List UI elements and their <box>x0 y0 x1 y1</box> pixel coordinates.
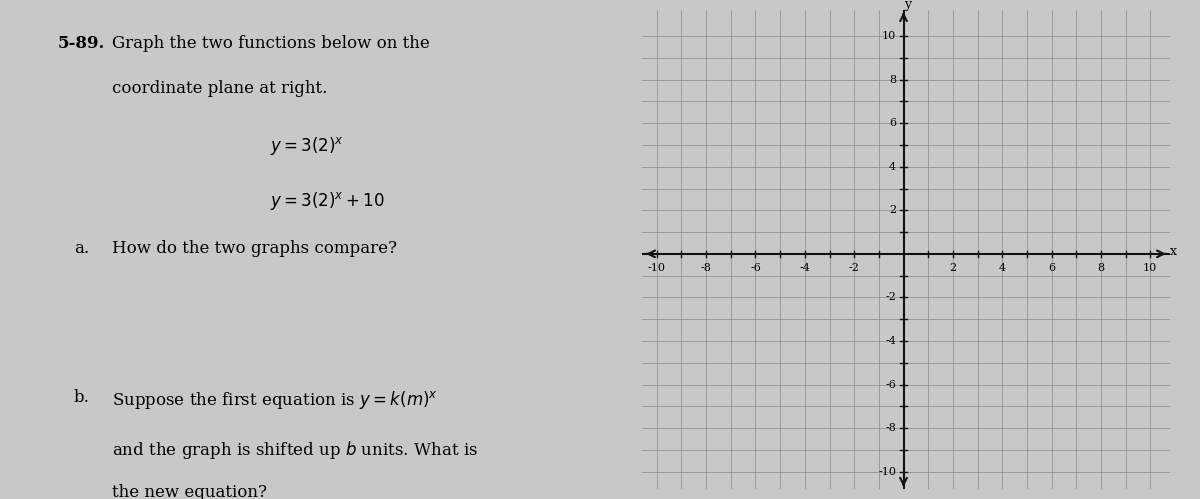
Text: -2: -2 <box>848 262 859 272</box>
Text: 2: 2 <box>889 205 896 215</box>
Text: x: x <box>1170 245 1177 258</box>
Text: -4: -4 <box>886 336 896 346</box>
Text: -6: -6 <box>750 262 761 272</box>
Text: -4: -4 <box>799 262 810 272</box>
Text: a.: a. <box>74 240 89 256</box>
Text: -8: -8 <box>886 423 896 433</box>
Text: 8: 8 <box>889 75 896 85</box>
Text: b.: b. <box>74 389 90 406</box>
Text: y: y <box>905 0 912 11</box>
Text: -10: -10 <box>648 262 666 272</box>
Text: the new equation?: the new equation? <box>113 484 268 499</box>
Text: 10: 10 <box>882 31 896 41</box>
Text: 10: 10 <box>1144 262 1157 272</box>
Text: 8: 8 <box>1097 262 1104 272</box>
Text: -8: -8 <box>701 262 712 272</box>
Text: 2: 2 <box>949 262 956 272</box>
Text: 4: 4 <box>889 162 896 172</box>
Text: Graph the two functions below on the: Graph the two functions below on the <box>113 35 430 52</box>
Text: 4: 4 <box>998 262 1006 272</box>
Text: -10: -10 <box>878 467 896 477</box>
Text: Suppose the first equation is $y = k(m)^x$: Suppose the first equation is $y = k(m)^… <box>113 389 438 411</box>
Text: and the graph is shifted up $b$ units. What is: and the graph is shifted up $b$ units. W… <box>113 439 479 461</box>
Text: How do the two graphs compare?: How do the two graphs compare? <box>113 240 397 256</box>
Text: 6: 6 <box>889 118 896 128</box>
Text: $y = 3(2)^x$: $y = 3(2)^x$ <box>270 135 343 157</box>
Text: 5-89.: 5-89. <box>58 35 106 52</box>
Text: coordinate plane at right.: coordinate plane at right. <box>113 80 328 97</box>
Text: $y = 3(2)^x + 10$: $y = 3(2)^x + 10$ <box>270 190 384 212</box>
Text: 6: 6 <box>1048 262 1055 272</box>
Text: -2: -2 <box>886 292 896 302</box>
Text: -6: -6 <box>886 380 896 390</box>
